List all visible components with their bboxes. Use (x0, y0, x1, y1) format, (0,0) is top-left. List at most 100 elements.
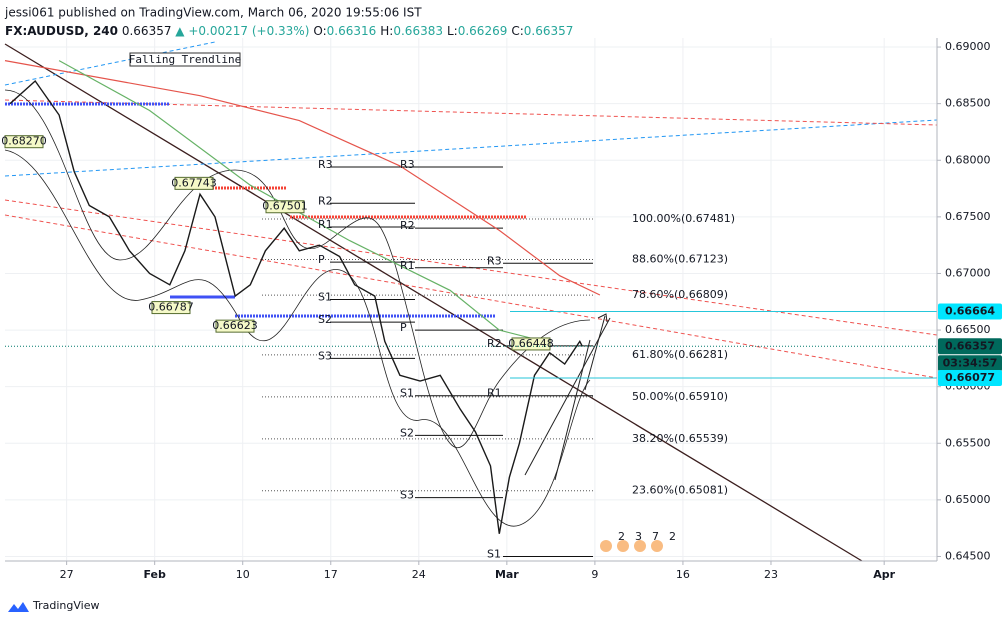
pivot-label: R2 (487, 337, 502, 350)
bollinger (4, 149, 591, 527)
pivot-label: R3 (318, 158, 333, 171)
y-tick-label: 0.65500 (945, 436, 991, 449)
event-marker: 2 (618, 530, 625, 543)
y-tick-label: 0.68500 (945, 97, 991, 110)
symbol: FX:AUDUSD, 240 (5, 24, 118, 38)
event-icon (617, 540, 629, 552)
annotation-box (129, 52, 241, 67)
x-tick-label: 16 (676, 568, 690, 581)
fib-label: 23.60%(0.65081) (632, 484, 728, 497)
moving-average (4, 60, 601, 296)
dashed-trendline (4, 119, 938, 177)
annotation: Falling Trendline (129, 53, 242, 66)
symbol-line: FX:AUDUSD, 240 0.66357 ▲ +0.00217 (+0.33… (5, 24, 573, 38)
fib-label: 88.60%(0.67123) (632, 253, 728, 266)
callout-box (265, 200, 305, 214)
price-label: 0.66357 (945, 339, 995, 352)
callout-label: 0.68270 (1, 135, 47, 148)
countdown: 03:34:57 (943, 356, 998, 369)
dashed-trendline (4, 41, 216, 86)
plot-area (4, 38, 938, 562)
x-tick-label: 10 (236, 568, 250, 581)
y-tick-label: 0.68000 (945, 153, 991, 166)
trendline (4, 43, 863, 562)
ohlc-value: 0.66269 (458, 24, 508, 38)
x-tick-label: 27 (60, 568, 74, 581)
pivot-label: S1 (318, 291, 332, 304)
pivot-label: S1 (487, 547, 501, 560)
change: ▲ +0.00217 (+0.33%) (175, 24, 309, 38)
y-tick-label: 0.67000 (945, 266, 991, 279)
pivot-label: R3 (487, 254, 502, 267)
event-marker: 2 (669, 530, 676, 543)
callout-label: 0.67501 (262, 200, 308, 213)
callout-box (4, 135, 44, 149)
fib-label: 78.60%(0.66809) (632, 288, 728, 301)
x-tick-label: 23 (764, 568, 778, 581)
pivot-label: S2 (318, 313, 332, 326)
countdown-box (938, 355, 1002, 372)
callout-label: 0.66623 (212, 319, 258, 332)
callout-box (174, 176, 214, 190)
pivot-label: R2 (318, 194, 333, 207)
fib-label: 100.00%(0.67481) (632, 212, 735, 225)
price-box (938, 303, 1002, 320)
ohlc-value: 0.66357 (524, 24, 574, 38)
ohlc-value: 0.66383 (393, 24, 443, 38)
ohlc-key: O: (313, 24, 326, 38)
callout-box (151, 301, 191, 315)
fib-label: 38.20%(0.65539) (632, 432, 728, 445)
ohlc-key: H: (380, 24, 393, 38)
publisher: jessi061 published on TradingView.com, M… (4, 6, 422, 20)
pivot-label: R3 (400, 158, 415, 171)
pivot-label: R1 (400, 259, 415, 272)
callout-label: 0.67743 (171, 176, 217, 189)
callout-label: 0.66787 (148, 301, 194, 314)
price-line (9, 79, 583, 534)
ohlc-key: C: (511, 24, 523, 38)
pivot-label: S1 (400, 387, 414, 400)
channel (554, 339, 591, 481)
event-marker: 7 (652, 530, 659, 543)
dashed-trendline (4, 99, 938, 126)
y-tick-label: 0.65000 (945, 493, 991, 506)
price-box (938, 338, 1002, 355)
y-tick-label: 0.69000 (945, 40, 991, 53)
ohlc-value: 0.66316 (327, 24, 377, 38)
channel (524, 317, 611, 476)
x-tick-label: 24 (412, 568, 426, 581)
price-label: 0.66077 (945, 371, 995, 384)
callout-box (511, 337, 551, 351)
pivot-label: R1 (318, 218, 333, 231)
event-icon (600, 540, 612, 552)
moving-average (58, 60, 540, 341)
ohlc-key: L: (447, 24, 458, 38)
pivot-label: P (318, 253, 325, 266)
price-label: 0.66664 (945, 304, 995, 317)
pivot-label: S3 (318, 349, 332, 362)
callout-box (215, 319, 255, 333)
x-tick-label: Apr (873, 568, 895, 581)
price-box (938, 369, 1002, 386)
pivot-label: R1 (487, 387, 502, 400)
fib-label: 50.00%(0.65910) (632, 390, 728, 403)
dashed-trendline (4, 214, 938, 379)
pivot-label: R2 (400, 219, 415, 232)
x-tick-label: Mar (495, 568, 519, 581)
x-tick-label: 17 (324, 568, 338, 581)
y-tick-label: 0.67500 (945, 210, 991, 223)
bollinger (4, 89, 591, 448)
y-tick-label: 0.66500 (945, 323, 991, 336)
event-marker: 3 (635, 530, 642, 543)
pivot-label: S3 (400, 489, 414, 502)
last-price: 0.66357 (122, 24, 172, 38)
logo-icon (8, 602, 29, 612)
event-icon (634, 540, 646, 552)
event-icon (651, 540, 663, 552)
logo: TradingView (8, 599, 99, 612)
x-tick-label: Feb (143, 568, 166, 581)
pivot-label: S2 (400, 426, 414, 439)
pivot-label: P (400, 321, 407, 334)
y-tick-label: 0.64500 (945, 549, 991, 562)
